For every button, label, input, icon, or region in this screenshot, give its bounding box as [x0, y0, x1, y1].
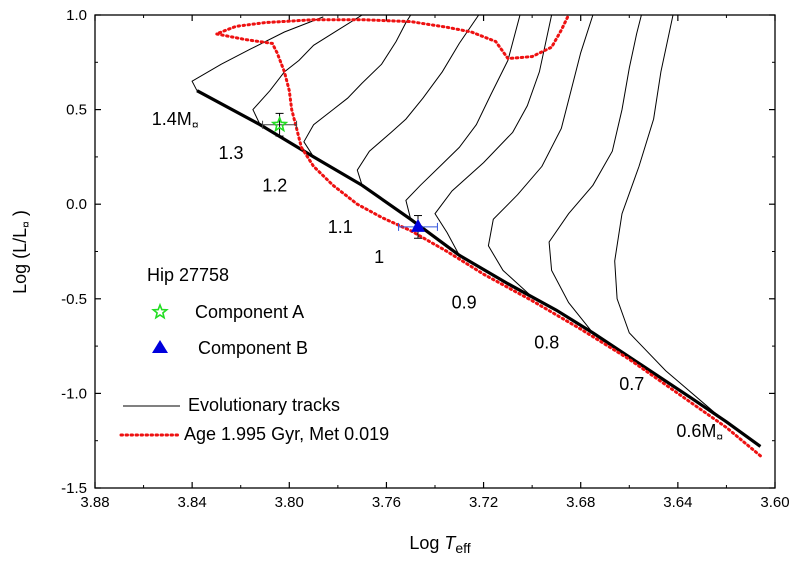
- legend-marker-component-a: [151, 302, 169, 320]
- legend-label-tracks: Evolutionary tracks: [188, 395, 340, 415]
- legend-label-component-a: Component A: [195, 302, 304, 322]
- mass-label: 0.6M¤: [676, 421, 723, 444]
- legend-marker-component-b: [152, 340, 168, 353]
- evolutionary-track-1-3: [252, 15, 363, 125]
- y-tick-label: 0.0: [66, 196, 87, 213]
- mass-label: 0.8: [534, 332, 559, 352]
- y-tick-label: -0.5: [61, 291, 87, 308]
- evolutionary-tracks: [191, 15, 761, 447]
- mass-label: 0.7: [619, 374, 644, 394]
- component-a-marker: [270, 115, 289, 133]
- isochrone-line: [210, 15, 762, 458]
- evolutionary-track-0-8: [487, 15, 594, 298]
- component-b-marker: [411, 218, 425, 232]
- axis-tick-labels: 3.88 3.84 3.80 3.76 3.72 3.68 3.64 3.60 1.0 0.5 0.…: [61, 7, 789, 511]
- legend: Hip 27758 Component A Component B Evolut…: [119, 265, 389, 444]
- x-tick-label: 3.72: [469, 494, 498, 511]
- mass-label: 1.3: [218, 143, 243, 163]
- evolutionary-track-0-9: [434, 15, 553, 256]
- y-tick-label: 0.5: [66, 102, 87, 119]
- y-tick-label: 1.0: [66, 7, 87, 24]
- evolutionary-track-1-0: [405, 15, 521, 220]
- y-tick-label: -1.5: [61, 480, 87, 497]
- zams-line: [196, 89, 762, 448]
- evolutionary-track-0-6: [614, 15, 761, 447]
- evolutionary-track-0-7: [548, 15, 642, 334]
- y-axis-title: Log (L/L¤ ): [10, 210, 33, 294]
- x-tick-label: 3.80: [275, 494, 304, 511]
- mass-label: 1: [374, 247, 384, 267]
- legend-label-isochrone: Age 1.995 Gyr, Met 0.019: [184, 424, 389, 444]
- mass-label: 1.2: [262, 175, 287, 195]
- mass-label: 1.1: [328, 217, 353, 237]
- evolutionary-track-1-2: [303, 15, 412, 158]
- legend-label-component-b: Component B: [198, 338, 308, 358]
- x-tick-label: 3.76: [372, 494, 401, 511]
- evolutionary-track-1-1: [356, 15, 480, 186]
- x-tick-label: 3.64: [663, 494, 692, 511]
- mass-label: 0.9: [452, 293, 477, 313]
- plot-frame: [94, 14, 776, 489]
- axis-ticks: [94, 14, 776, 489]
- x-tick-label: 3.68: [566, 494, 595, 511]
- legend-star-shape: [151, 302, 169, 320]
- x-tick-label: 3.60: [760, 494, 789, 511]
- evolutionary-track-1-4: [191, 16, 324, 91]
- mass-label: 1.4M¤: [152, 109, 199, 132]
- y-tick-label: -1.0: [61, 385, 87, 402]
- x-axis-title: Log Teff: [409, 533, 470, 556]
- x-tick-label: 3.84: [178, 494, 207, 511]
- legend-title: Hip 27758: [147, 265, 229, 285]
- star-markers: [262, 112, 438, 239]
- x-tick-label: 3.88: [80, 494, 109, 511]
- mass-labels: 1.4M¤ 1.3 1.2 1.1 1 0.9 0.8 0.7 0.6M¤: [152, 109, 724, 444]
